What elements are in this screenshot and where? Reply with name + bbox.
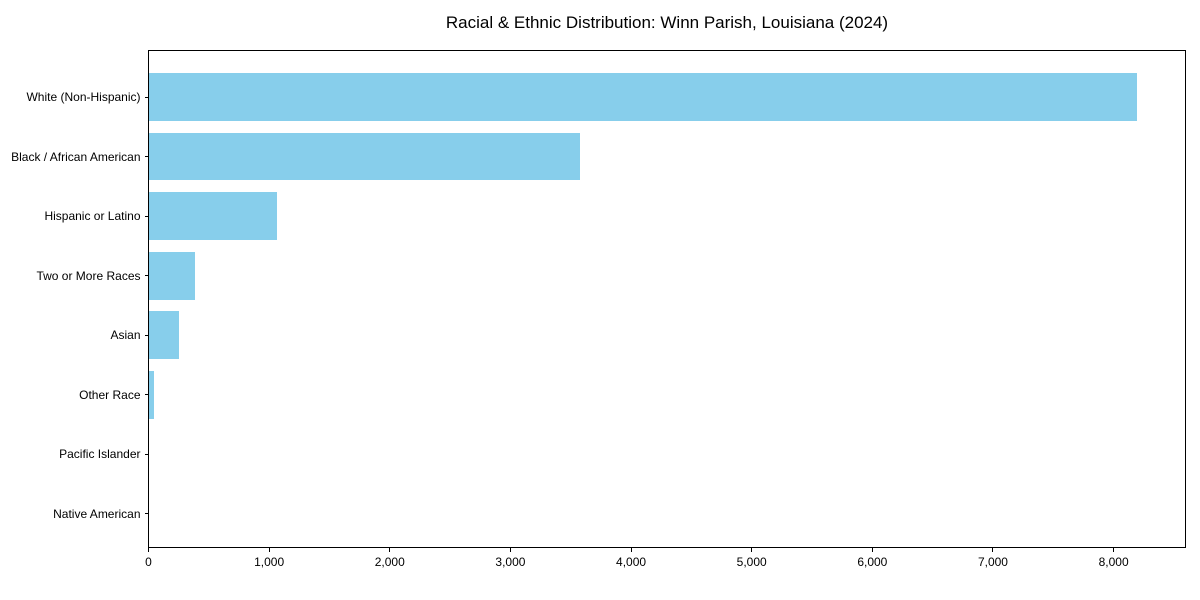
- y-tick-mark: [144, 334, 149, 336]
- bar: [149, 251, 195, 300]
- x-tick-mark: [268, 548, 270, 552]
- y-tick-label: Asian: [110, 328, 141, 343]
- bar: [149, 73, 1138, 121]
- y-tick-label: Other Race: [79, 387, 141, 402]
- bar: [149, 371, 154, 419]
- y-tick-mark: [144, 215, 149, 217]
- x-tick-label: 2,000: [374, 555, 405, 569]
- x-tick-label: 1,000: [254, 555, 285, 569]
- bar: [149, 132, 581, 181]
- x-tick-label: 7,000: [977, 555, 1008, 569]
- x-tick-mark: [1113, 548, 1115, 552]
- x-tick-label: 4,000: [616, 555, 647, 569]
- y-tick-label: White (Non-Hispanic): [26, 90, 141, 104]
- x-tick-mark: [992, 548, 994, 552]
- x-tick-label: 6,000: [857, 555, 888, 569]
- y-tick-mark: [144, 156, 149, 158]
- y-tick-label: Black / African American: [11, 149, 141, 164]
- y-tick-label: Pacific Islander: [59, 447, 141, 462]
- y-tick-label: Hispanic or Latino: [44, 209, 141, 224]
- x-tick-label: 5,000: [736, 555, 767, 569]
- x-tick-label: 8,000: [1098, 555, 1129, 569]
- bar: [149, 192, 277, 240]
- x-tick-label: 3,000: [495, 555, 526, 569]
- x-tick-mark: [148, 548, 149, 552]
- x-tick-mark: [389, 548, 391, 552]
- x-tick-label: 0: [145, 555, 152, 569]
- x-tick-mark: [630, 548, 632, 552]
- x-tick-mark: [509, 548, 511, 552]
- y-tick-mark: [144, 513, 149, 515]
- y-tick-label: Native American: [53, 506, 141, 521]
- bar: [149, 311, 179, 360]
- x-tick-mark: [751, 548, 753, 552]
- y-tick-mark: [144, 394, 149, 396]
- y-tick-label: Two or More Races: [36, 268, 141, 283]
- plot-area: [148, 50, 1186, 548]
- chart-title: Racial & Ethnic Distribution: Winn Paris…: [445, 13, 889, 32]
- x-tick-mark: [871, 548, 873, 552]
- y-tick-mark: [144, 453, 149, 455]
- y-tick-mark: [144, 275, 149, 277]
- y-tick-mark: [144, 96, 149, 98]
